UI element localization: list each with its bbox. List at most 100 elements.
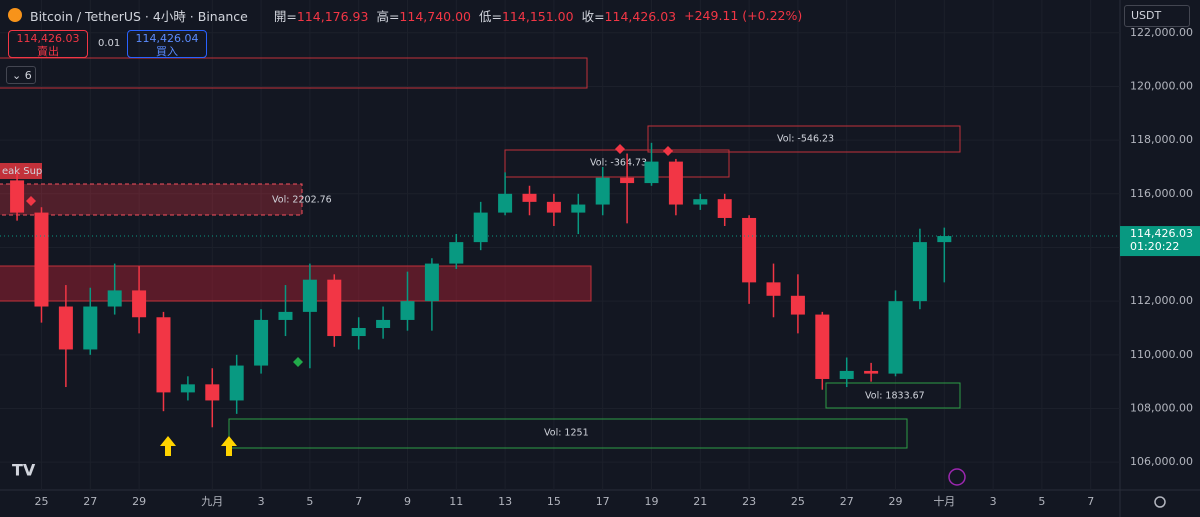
header: Bitcoin / TetherUS · 4小時 · Binance 開=114…: [8, 6, 802, 24]
y-tick-label: 122,000.00: [1130, 26, 1193, 39]
candle-body: [839, 370, 854, 379]
candle-body: [766, 282, 781, 296]
label-box: [0, 163, 42, 179]
sell-price: 114,426.03: [16, 32, 80, 45]
candle-body: [180, 384, 195, 393]
zone: [0, 183, 303, 216]
x-tick-label: 7: [355, 495, 362, 508]
change: +249.11 (+0.22%): [684, 7, 803, 23]
icon: [948, 468, 966, 486]
buy-label: 買入: [156, 45, 178, 58]
buy-price: 114,426.04: [135, 32, 199, 45]
indicator-toggle[interactable]: ⌄ 6: [6, 66, 36, 84]
candle-body: [156, 317, 171, 393]
y-tick-label: 110,000.00: [1130, 348, 1193, 361]
grid: [0, 0, 1120, 490]
currency-select[interactable]: USDT: [1124, 5, 1190, 27]
x-tick-label: 11: [449, 495, 463, 508]
ohlc: 高=114,740.00: [376, 6, 471, 25]
y-tick-label: 106,000.00: [1130, 455, 1193, 468]
ohlc: 低=114,151.00: [479, 6, 574, 25]
candle-body: [888, 301, 903, 374]
zone-label: eak Sup: [2, 166, 42, 177]
settings-icon[interactable]: [1154, 496, 1166, 508]
signal: [26, 196, 36, 206]
x-tick-label: 29: [132, 495, 146, 508]
zone: [0, 265, 592, 302]
candle-body: [644, 161, 659, 184]
indicator-count: 6: [24, 69, 32, 82]
candle-body: [424, 263, 439, 302]
candle-body: [351, 327, 366, 337]
arrow: [160, 436, 176, 456]
x-tick-label: 9: [404, 495, 411, 508]
ohlc: 開=114,176.93: [274, 6, 369, 25]
candle-body: [864, 370, 879, 374]
candle-body: [546, 201, 561, 213]
zone: [647, 125, 961, 153]
zone: [825, 382, 961, 409]
candle-body: [522, 193, 537, 202]
sell-button[interactable]: 114,426.03 賣出: [8, 30, 88, 58]
candle-body: [937, 236, 952, 243]
ohlc-value: 114,426.03: [604, 8, 677, 24]
candle-body: [571, 204, 586, 213]
currency: USDT: [1131, 9, 1162, 22]
candle-body: [10, 180, 25, 213]
candle-body: [595, 177, 610, 205]
candle-body: [132, 290, 147, 318]
x-tick-label: 23: [742, 495, 756, 508]
countdown: 01:20:22: [1130, 240, 1179, 253]
buy-button[interactable]: 114,426.04 買入: [127, 30, 207, 58]
ohlc-label: 高=: [376, 8, 400, 24]
zone-label: Vol: 2202.76: [272, 195, 332, 206]
y-tick-label: 108,000.00: [1130, 401, 1193, 414]
ohlc-label: 收=: [581, 8, 605, 24]
candles: [10, 142, 952, 428]
zone-label: Vol: 1833.67: [865, 391, 925, 402]
icon: [8, 8, 22, 22]
y-tick-label: 112,000.00: [1130, 294, 1193, 307]
x-tick-label: 十月: [933, 494, 955, 508]
ohlc-label: 開=: [273, 8, 297, 24]
candle-body: [498, 193, 513, 213]
ohlc-value: 114,176.93: [296, 8, 369, 24]
signal: [293, 357, 303, 367]
x-tick-label: 3: [990, 495, 997, 508]
candle-body: [107, 290, 122, 307]
candle-body: [58, 306, 73, 350]
candle-body: [693, 199, 708, 205]
x-tick-label: 27: [83, 495, 97, 508]
candle-body: [400, 301, 415, 320]
zone: [0, 57, 588, 89]
zone-label: Vol: 1251: [544, 428, 589, 439]
zone: [228, 418, 908, 449]
y-tick-label: 120,000.00: [1130, 79, 1193, 92]
zone-label: Vol: -546.23: [777, 134, 834, 145]
candle-body: [302, 279, 317, 312]
ohlc: 收=114,426.03: [582, 6, 677, 25]
arrow: [221, 436, 237, 456]
x-tick-label: 27: [840, 495, 854, 508]
candle-body: [34, 212, 49, 307]
x-tick-label: 15: [547, 495, 561, 508]
signal: [615, 144, 625, 154]
candle-body: [668, 161, 683, 205]
x-tick-label: 13: [498, 495, 512, 508]
spread: 0.01: [98, 38, 121, 49]
ohlc-value: 114,151.00: [501, 8, 574, 24]
candle-body: [449, 242, 464, 264]
ohlc-value: 114,740.00: [399, 8, 471, 24]
x-tick-label: 25: [34, 495, 48, 508]
x-tick-label: 19: [645, 495, 659, 508]
ohlc-label: 低=: [479, 8, 502, 24]
candle-body: [229, 365, 244, 401]
last-price-box: [1120, 226, 1200, 257]
zone-label: Vol: -364.73: [590, 158, 647, 169]
candle-body: [327, 279, 342, 337]
candle-body: [254, 319, 269, 366]
candle-body: [205, 384, 220, 401]
x-tick-label: 7: [1087, 495, 1094, 508]
